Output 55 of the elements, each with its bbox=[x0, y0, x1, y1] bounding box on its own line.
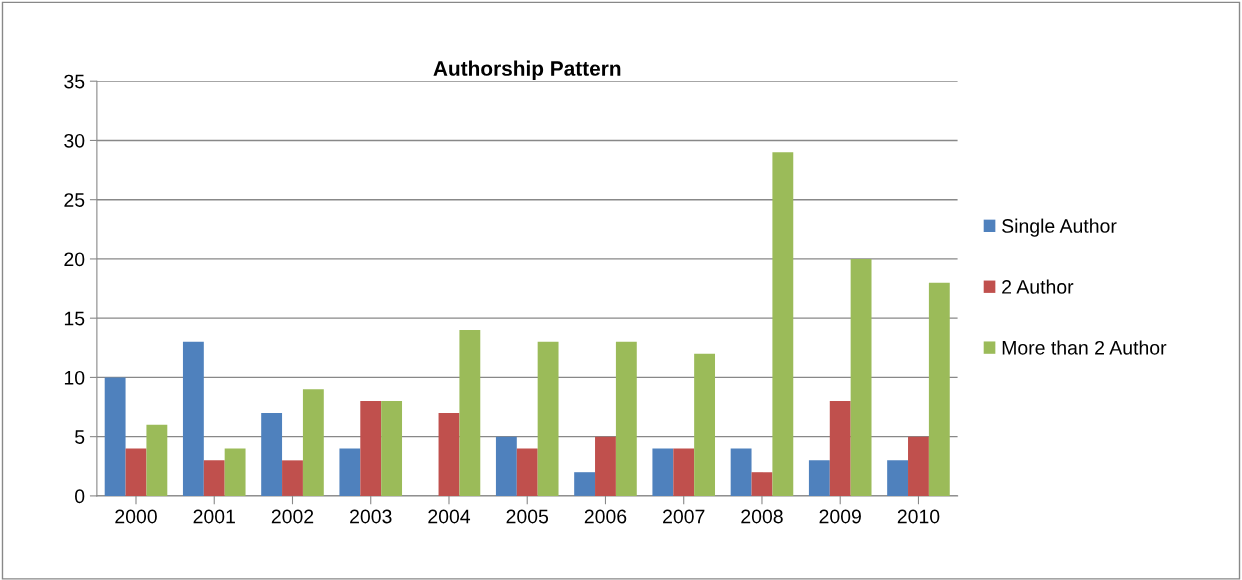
x-tick-label: 2006 bbox=[584, 509, 627, 524]
bar bbox=[908, 436, 929, 496]
x-tick-label: 2009 bbox=[819, 509, 861, 524]
bar bbox=[261, 412, 283, 496]
bar bbox=[203, 460, 225, 496]
y-tick-label: 5 bbox=[75, 430, 85, 444]
bar bbox=[438, 412, 460, 496]
bar bbox=[104, 377, 126, 496]
bar bbox=[595, 436, 616, 496]
bar bbox=[224, 448, 246, 496]
bar bbox=[516, 448, 538, 496]
x-tick-label: 2001 bbox=[193, 509, 235, 524]
bar bbox=[339, 448, 361, 496]
bar bbox=[730, 448, 752, 496]
bar bbox=[360, 401, 382, 496]
bar bbox=[574, 472, 596, 496]
legend-label: 2 Author bbox=[1002, 279, 1074, 294]
bar bbox=[694, 353, 716, 496]
x-tick-label: 2003 bbox=[350, 509, 392, 524]
x-tick-label: 2004 bbox=[428, 509, 471, 524]
x-tick-label: 2007 bbox=[663, 509, 705, 524]
y-tick-label: 15 bbox=[64, 311, 85, 326]
chart-title: Authorship Pattern bbox=[433, 60, 621, 80]
bar bbox=[459, 330, 481, 496]
bar bbox=[146, 424, 168, 496]
bar bbox=[537, 341, 559, 496]
legend-label: Single Author bbox=[1002, 218, 1117, 237]
y-tick-label: 30 bbox=[64, 133, 85, 148]
bar bbox=[808, 460, 830, 496]
x-tick-label: 2005 bbox=[506, 509, 549, 524]
x-tick-label: 2008 bbox=[741, 509, 783, 524]
y-tick-label: 25 bbox=[64, 193, 85, 207]
x-tick-label: 2000 bbox=[115, 509, 157, 524]
x-tick-label: 2010 bbox=[897, 509, 940, 524]
bar bbox=[381, 401, 403, 496]
bar bbox=[829, 401, 851, 496]
y-tick-label: 35 bbox=[64, 74, 85, 89]
bar bbox=[495, 436, 517, 496]
bar bbox=[652, 448, 674, 496]
bar bbox=[282, 460, 303, 496]
y-tick-label: 10 bbox=[64, 370, 85, 385]
bar bbox=[302, 389, 324, 496]
bar bbox=[850, 258, 872, 496]
bar bbox=[887, 460, 909, 496]
legend-label: More than 2 Author bbox=[1002, 340, 1167, 355]
bar bbox=[751, 472, 773, 496]
bar bbox=[615, 341, 637, 496]
x-tick-label: 2002 bbox=[271, 509, 314, 524]
bar bbox=[125, 448, 147, 496]
bar bbox=[772, 152, 794, 496]
bar bbox=[928, 282, 950, 496]
y-tick-label: 20 bbox=[64, 252, 85, 267]
bar bbox=[182, 341, 204, 496]
y-tick-label: 0 bbox=[75, 489, 85, 504]
bar bbox=[673, 448, 695, 496]
